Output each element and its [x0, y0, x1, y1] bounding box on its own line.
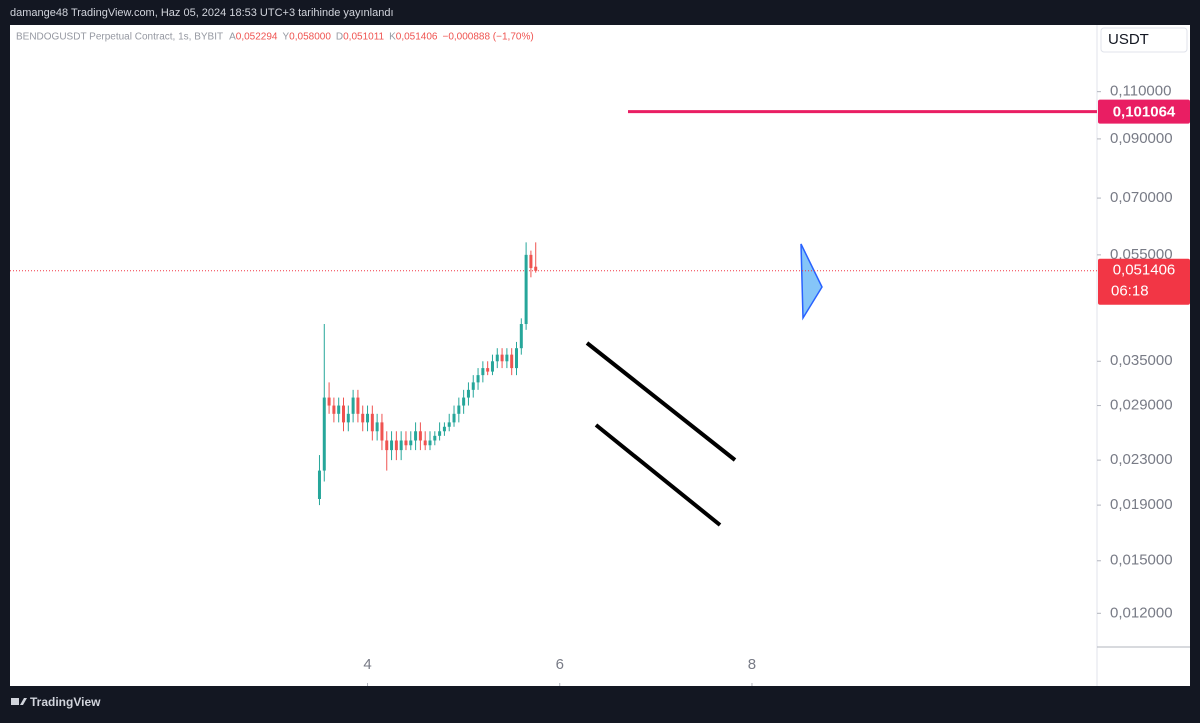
candle-body [457, 405, 461, 414]
currency-button[interactable] [1100, 27, 1188, 53]
channel-lower [594, 423, 722, 527]
legend-value: −0,000888 (−1,70%) [442, 32, 533, 43]
candle-body [428, 440, 432, 446]
candle-body [361, 413, 365, 423]
drawings [585, 243, 823, 527]
y-tick-label: 0,012000 [1110, 604, 1173, 621]
candle-body [366, 413, 370, 423]
triangle-pattern [800, 243, 823, 321]
candle-body [351, 397, 355, 414]
y-tick-label: 0,110000 [1110, 83, 1171, 100]
last-price-label: 0,051406 [1113, 262, 1176, 279]
footer-brand: TradingView [30, 695, 101, 709]
x-tick-label: 8 [748, 656, 756, 673]
plot: 0,012000 0,015000 0,019000 0,023000 0,029000… [10, 83, 1190, 686]
y-tick-label: 0,023000 [1110, 451, 1173, 468]
legend-title: BENDOGUSDT Perpetual Contract, 1s, BYBIT [16, 32, 223, 43]
candle-body [327, 397, 331, 406]
candle-body [332, 405, 336, 414]
legend-key: K [389, 32, 396, 43]
legend-key: Y [283, 32, 290, 43]
candle-body [317, 470, 321, 499]
candle-body [414, 431, 418, 441]
publish-header: damange48 TradingView.com, Haz 05, 2024 … [10, 7, 394, 19]
candle-body [466, 389, 470, 398]
x-tick-label: 6 [556, 656, 564, 673]
candle-body [476, 375, 480, 383]
candle-body [399, 440, 403, 451]
candle-body [534, 266, 538, 271]
candle-body [370, 413, 374, 432]
currency[interactable]: USDT [1108, 31, 1149, 48]
y-tick-label: 0,035000 [1110, 352, 1173, 369]
candle-body [495, 354, 499, 362]
legend-value: 0,051011 [343, 32, 384, 43]
candle-body [346, 413, 350, 423]
candle-body [394, 440, 398, 451]
candle-body [510, 354, 514, 369]
candle-body [462, 397, 466, 406]
tv-logo [11, 698, 27, 705]
candle-body [500, 354, 504, 362]
candle-body [385, 440, 389, 451]
candle-body [322, 397, 326, 471]
candle-body [490, 361, 494, 372]
candle-body [409, 440, 413, 446]
candle-body [447, 422, 451, 427]
candle-body [519, 324, 523, 349]
countdown: 06:18 [1111, 283, 1149, 300]
y-tick-label: 0,029000 [1110, 397, 1173, 414]
y-tick-label: 0,070000 [1110, 189, 1173, 206]
legend-key: A [229, 32, 236, 43]
legend-key: D [336, 32, 343, 43]
candle-body [404, 440, 408, 446]
candle-body [390, 440, 394, 451]
channel-upper [585, 341, 737, 462]
legend-value: 0,058000 [289, 32, 331, 43]
legend-value: 0,052294 [236, 32, 278, 43]
candle-body [471, 382, 475, 390]
y-tick-label: 0,055000 [1110, 246, 1173, 263]
candle-body [505, 354, 509, 362]
candle-body [481, 368, 485, 376]
candle-body [423, 440, 427, 446]
candle-body [486, 368, 490, 372]
candle-body [438, 431, 442, 436]
last-price-tag [1098, 258, 1190, 305]
candle-body [442, 426, 446, 432]
price-line-label: 0,101064 [1113, 104, 1176, 121]
candle-body [524, 254, 528, 325]
candle-body [452, 413, 456, 423]
candle-body [529, 254, 533, 269]
candle-body [356, 397, 360, 414]
x-tick-label: 4 [363, 656, 371, 673]
y-tick-label: 0,019000 [1110, 496, 1173, 513]
candle-body [418, 431, 422, 441]
candle-body [380, 422, 384, 441]
y-tick-label: 0,015000 [1110, 552, 1173, 569]
candle-body [514, 348, 518, 369]
candle-body [342, 405, 346, 423]
candle-body [433, 435, 437, 441]
candle-body [375, 422, 379, 432]
candle-body [337, 405, 341, 414]
legend-value: 0,051406 [396, 32, 438, 43]
legend: BENDOGUSDT Perpetual Contract, 1s, BYBIT… [16, 32, 534, 43]
y-tick-label: 0,090000 [1110, 130, 1173, 147]
price-line-tag [1098, 99, 1190, 124]
